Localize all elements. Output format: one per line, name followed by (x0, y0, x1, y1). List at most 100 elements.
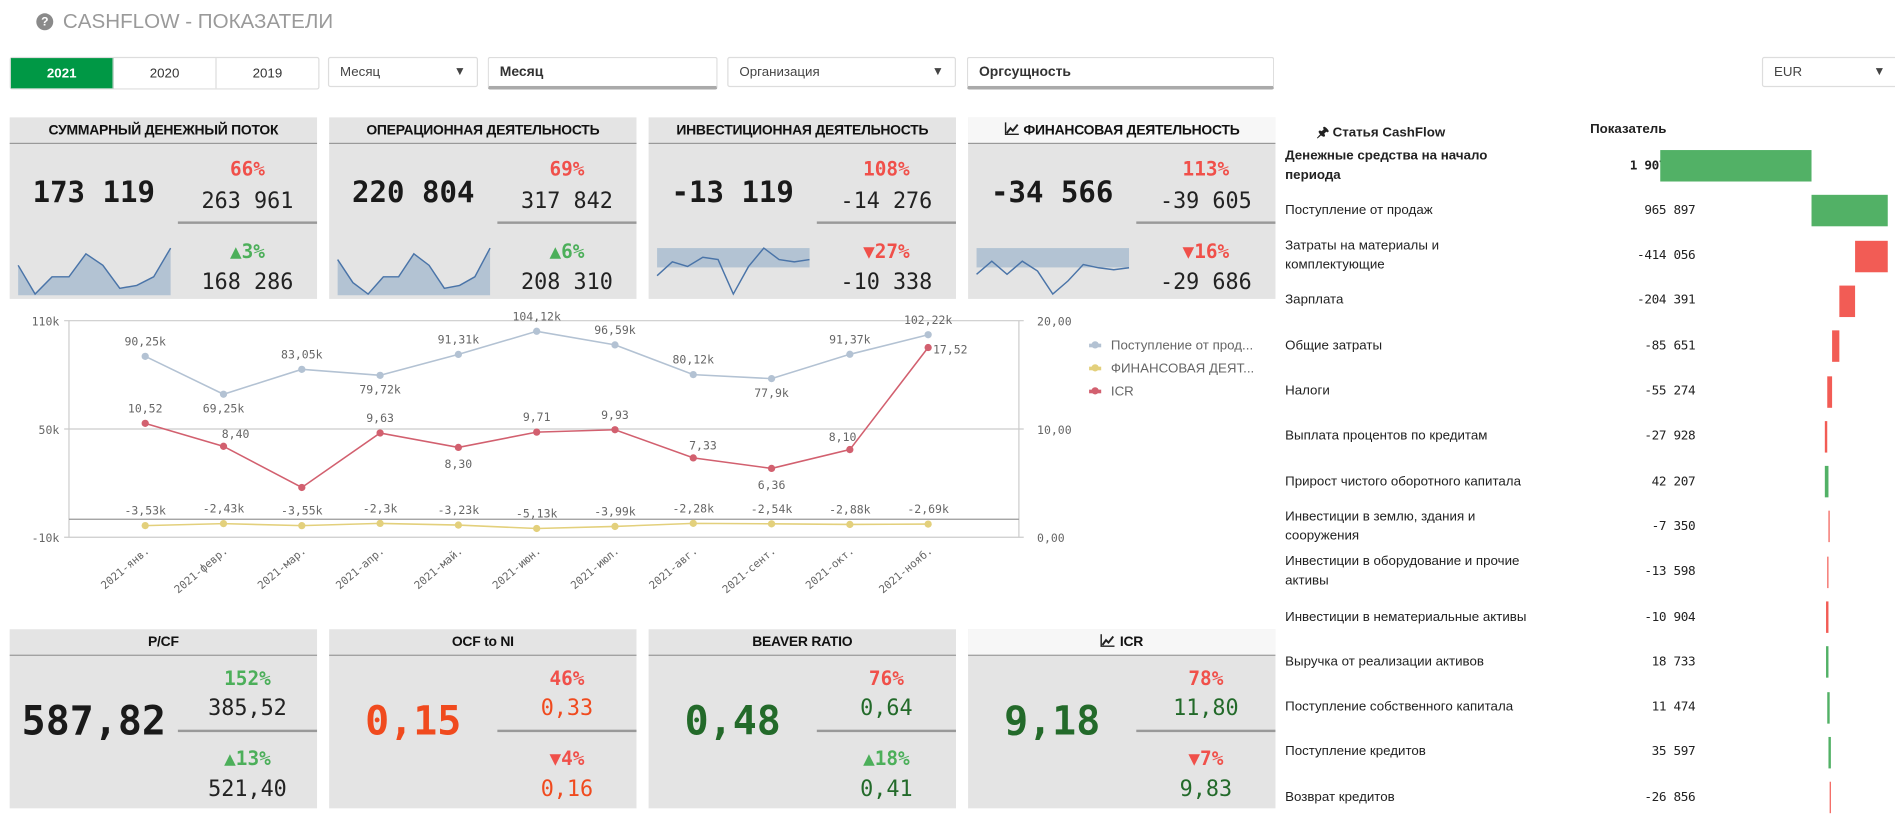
x-axis-tick: 2021-май. (412, 544, 466, 592)
data-point (611, 341, 619, 349)
data-point (376, 371, 384, 379)
table-row[interactable]: Денежные средства на начало периода 1 907… (1285, 143, 1895, 188)
table-row[interactable]: Инвестиции в нематериальные активы -10 90… (1285, 594, 1895, 639)
data-point (846, 445, 854, 454)
right-axis-tick: 20,00 (1037, 315, 1072, 329)
kpi-compare-value: -10 338 (840, 269, 933, 296)
year-2021-button[interactable]: 2021 (10, 58, 114, 89)
data-point (533, 428, 541, 436)
table-row[interactable]: Инвестиции в оборудование и прочие актив… (1285, 549, 1895, 594)
chart-legend: Поступление от прод... ФИНАНСОВАЯ ДЕЯТ...… (1089, 334, 1254, 403)
column-header-article[interactable]: 🖈 Статья CashFlow (1316, 125, 1446, 141)
ratio-card[interactable]: ICR 9,18 78% 11,80 ▼7% 9,83 (968, 629, 1276, 809)
sparkline (656, 247, 810, 296)
data-label: 69,25k (203, 401, 245, 415)
divider (177, 221, 318, 224)
x-axis-tick: 2021-сент. (720, 544, 779, 595)
waterfall-bar (1827, 691, 1830, 724)
legend-marker-icon (1089, 364, 1102, 372)
row-label: Инвестиции в землю, здания и сооружения (1285, 509, 1476, 544)
data-label: -3,99k (594, 505, 636, 519)
row-label: Выручка от реализации активов (1285, 654, 1484, 669)
data-point (219, 390, 228, 398)
data-label: 96,59k (594, 323, 636, 337)
table-row[interactable]: Зарплата -204 391 (1285, 278, 1895, 323)
org-entity-field[interactable]: Оргсущность (966, 56, 1275, 90)
kpi-card[interactable]: ОПЕРАЦИОННАЯ ДЕЯТЕЛЬНОСТЬ 220 804 69% 31… (329, 117, 637, 299)
ratio-card[interactable]: OCF to NI 0,15 46% 0,33 ▼4% 0,16 (329, 629, 637, 809)
table-row[interactable]: Выплата процентов по кредитам -27 928 (1285, 414, 1895, 459)
table-row[interactable]: Поступление собственного капитала 11 474 (1285, 684, 1895, 729)
table-row[interactable]: Налоги -55 274 (1285, 368, 1895, 413)
year-2019-button[interactable]: 2019 (252, 65, 283, 81)
kpi-card[interactable]: ФИНАНСОВАЯ ДЕЯТЕЛЬНОСТЬ -34 566 113% -39… (968, 117, 1276, 299)
data-label: -2,88k (829, 503, 871, 517)
legend-item[interactable]: ICR (1089, 380, 1254, 403)
kpi-card[interactable]: ИНВЕСТИЦИОННАЯ ДЕЯТЕЛЬНОСТЬ -13 119 108%… (648, 117, 956, 299)
data-point (767, 464, 776, 473)
table-row[interactable]: Возврат кредитов -26 856 (1285, 775, 1895, 819)
waterfall-bar (1827, 556, 1829, 588)
series-line (144, 330, 929, 396)
year-2020-button[interactable]: 2020 (114, 58, 217, 89)
data-label: 8,30 (445, 457, 473, 471)
organization-dropdown[interactable]: Организация ▼ (727, 56, 956, 88)
table-row[interactable]: Инвестиции в землю, здания и сооружения -… (1285, 504, 1895, 549)
row-value: 11 474 (1651, 699, 1696, 715)
ratio-main-value: 587,82 (21, 697, 166, 745)
legend-item[interactable]: ФИНАНСОВАЯ ДЕЯТ... (1089, 357, 1254, 380)
data-label: 7,33 (689, 438, 717, 452)
kpi-compare-value: -39 605 (1159, 188, 1252, 215)
ratio-card[interactable]: BEAVER RATIO 0,48 76% 0,64 ▲18% 0,41 (648, 629, 956, 809)
row-value: 965 897 (1644, 203, 1696, 218)
data-point (141, 352, 149, 360)
legend-item[interactable]: Поступление от прод... (1089, 334, 1254, 357)
period-dropdown[interactable]: Месяц ▼ (327, 56, 478, 88)
question-circle-icon[interactable]: ? (36, 13, 54, 31)
column-header-indicator[interactable]: Показатель (1590, 122, 1667, 137)
ratio-pct-change: ▲18% (863, 746, 910, 770)
ratio-pct-change: ▼4% (549, 746, 585, 770)
table-row[interactable]: Общие затраты -85 651 (1285, 323, 1895, 368)
data-label: 10,52 (128, 401, 163, 415)
period-field[interactable]: Месяц (487, 56, 718, 90)
kpi-pct-change: ▼16% (1182, 239, 1230, 263)
table-row[interactable]: Поступление от продаж 965 897 (1285, 188, 1895, 233)
table-row[interactable]: Поступление кредитов 35 597 (1285, 730, 1895, 775)
sparkline-area (18, 248, 171, 296)
data-point (611, 522, 619, 531)
x-axis-tick: 2021-нояб. (876, 544, 935, 595)
kpi-card[interactable]: СУММАРНЫЙ ДЕНЕЖНЫЙ ПОТОК 173 119 66% 263… (9, 117, 318, 299)
kpi-compare-value: -29 686 (1159, 269, 1252, 296)
kpi-card-title: ФИНАНСОВАЯ ДЕЯТЕЛЬНОСТЬ (968, 117, 1276, 145)
row-value: -204 391 (1637, 293, 1696, 308)
data-point (219, 442, 228, 450)
row-value: 35 597 (1651, 744, 1696, 760)
ratio-card-title: BEAVER RATIO (648, 629, 956, 656)
data-label: 90,25k (124, 334, 166, 348)
ratio-card[interactable]: P/CF 587,82 152% 385,52 ▲13% 521,40 (9, 629, 318, 809)
row-label: Выплата процентов по кредитам (1285, 428, 1488, 444)
table-row[interactable]: Затраты на материалы и комплектующие -414… (1285, 233, 1895, 278)
data-label: -2,28k (673, 501, 715, 515)
data-point (454, 521, 463, 529)
data-label: 8,40 (222, 427, 250, 441)
ratio-card-title: P/CF (9, 629, 318, 656)
currency-dropdown[interactable]: EUR ▼ (1761, 56, 1895, 88)
row-label: Инвестиции в оборудование и прочие актив… (1285, 554, 1520, 589)
data-point (767, 520, 776, 528)
kpi-compare-value: -14 276 (840, 188, 933, 215)
right-axis-tick: 10,00 (1037, 423, 1072, 437)
kpi-main-value: 220 804 (352, 175, 475, 210)
row-label: Инвестиции в нематериальные активы (1285, 609, 1527, 624)
data-point (141, 419, 149, 427)
kpi-pct-change: ▲6% (549, 239, 585, 263)
table-row[interactable]: Прирост чистого оборотного капитала 42 20… (1285, 459, 1895, 504)
waterfall-bar (1660, 150, 1812, 182)
table-row[interactable]: Выручка от реализации активов 18 733 (1285, 639, 1895, 684)
row-value: 18 733 (1651, 654, 1696, 669)
caret-down-icon: ▼ (453, 65, 466, 79)
data-label: 6,36 (758, 478, 786, 492)
data-point (219, 519, 228, 528)
x-axis-tick: 2021-окт. (803, 544, 857, 592)
